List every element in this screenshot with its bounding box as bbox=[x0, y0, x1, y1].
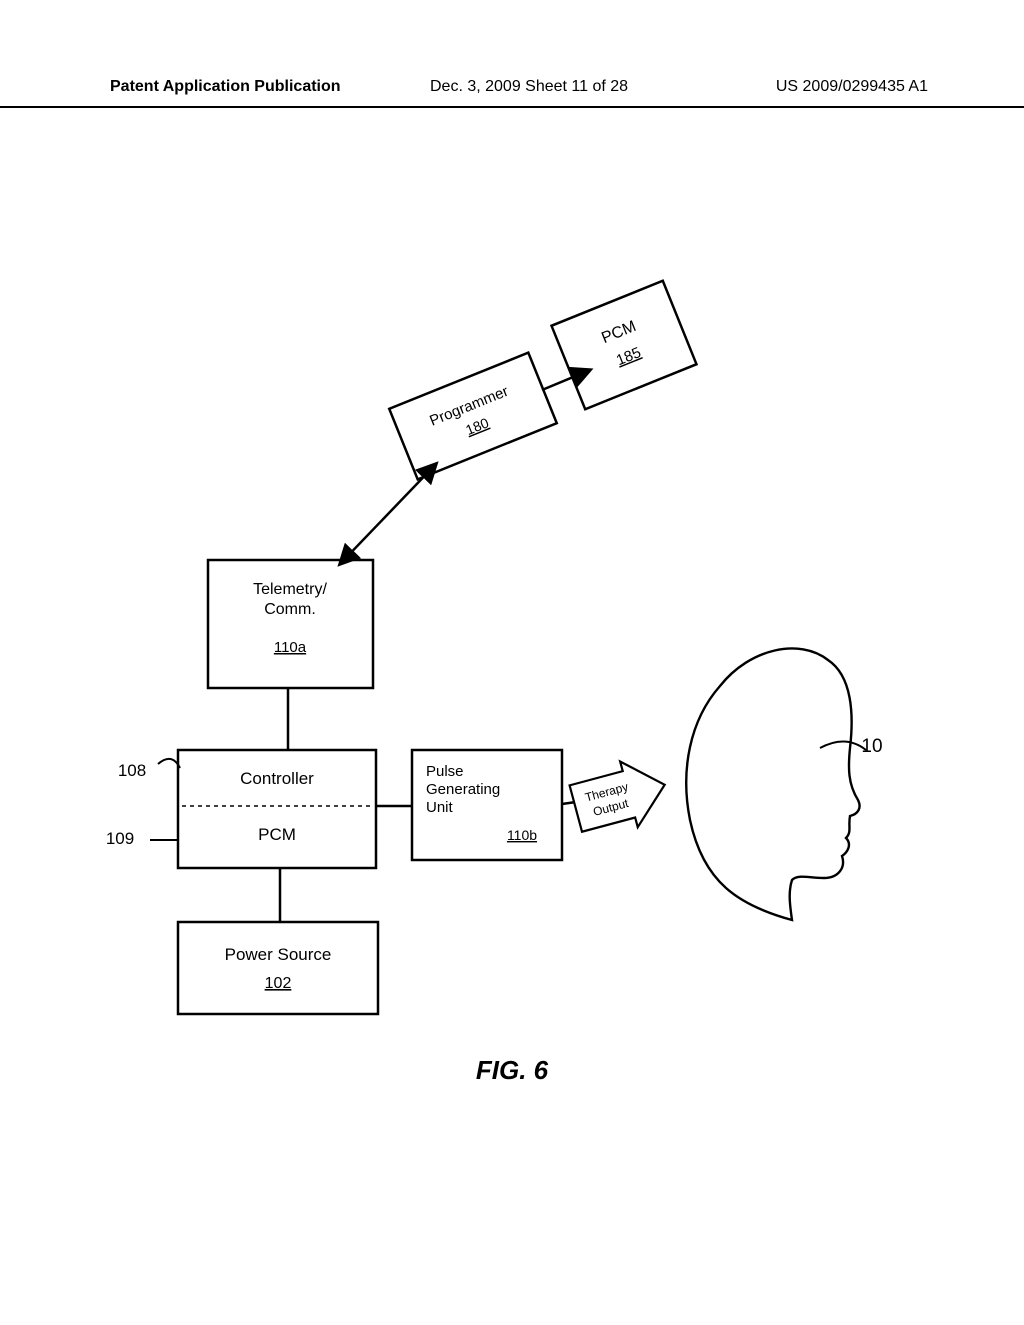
figure-canvas: PCM185Programmer180 Telemetry/Comm. 110a Co… bbox=[0, 120, 1024, 1320]
svg-text:10: 10 bbox=[861, 736, 882, 757]
therapy-output: TherapyOutput bbox=[567, 752, 673, 841]
svg-text:Telemetry/: Telemetry/ bbox=[253, 581, 327, 598]
header-date-sheet: Dec. 3, 2009 Sheet 11 of 28 bbox=[430, 78, 628, 96]
svg-text:Unit: Unit bbox=[426, 799, 454, 816]
svg-text:Power Source: Power Source bbox=[225, 945, 332, 964]
figure-caption: FIG. 6 bbox=[0, 1055, 1024, 1086]
box-programmer: Programmer180 bbox=[389, 353, 557, 480]
svg-text:110a: 110a bbox=[274, 639, 307, 656]
header-pub-number: US 2009/0299435 A1 bbox=[776, 78, 928, 96]
svg-text:102: 102 bbox=[265, 975, 292, 992]
svg-text:Comm.: Comm. bbox=[264, 601, 316, 618]
header-publication: Patent Application Publication bbox=[110, 78, 341, 96]
svg-text:PCM: PCM bbox=[258, 825, 296, 844]
svg-text:110b: 110b bbox=[507, 827, 537, 843]
patient-head bbox=[686, 648, 859, 920]
svg-text:Controller: Controller bbox=[240, 769, 314, 788]
box-telemetry: Telemetry/Comm. 110a bbox=[208, 560, 373, 688]
svg-text:109: 109 bbox=[106, 829, 134, 848]
box-pcm_ext: PCM185 bbox=[552, 281, 697, 409]
svg-text:Pulse: Pulse bbox=[426, 763, 464, 780]
page-header: Patent Application Publication Dec. 3, 2… bbox=[0, 78, 1024, 108]
svg-text:Generating: Generating bbox=[426, 781, 500, 798]
svg-text:108: 108 bbox=[118, 761, 146, 780]
box-pulse: PulseGeneratingUnit 110b bbox=[412, 750, 562, 860]
box-power: Power Source 102 bbox=[178, 922, 378, 1014]
box-controller: Controller PCM bbox=[178, 750, 376, 868]
